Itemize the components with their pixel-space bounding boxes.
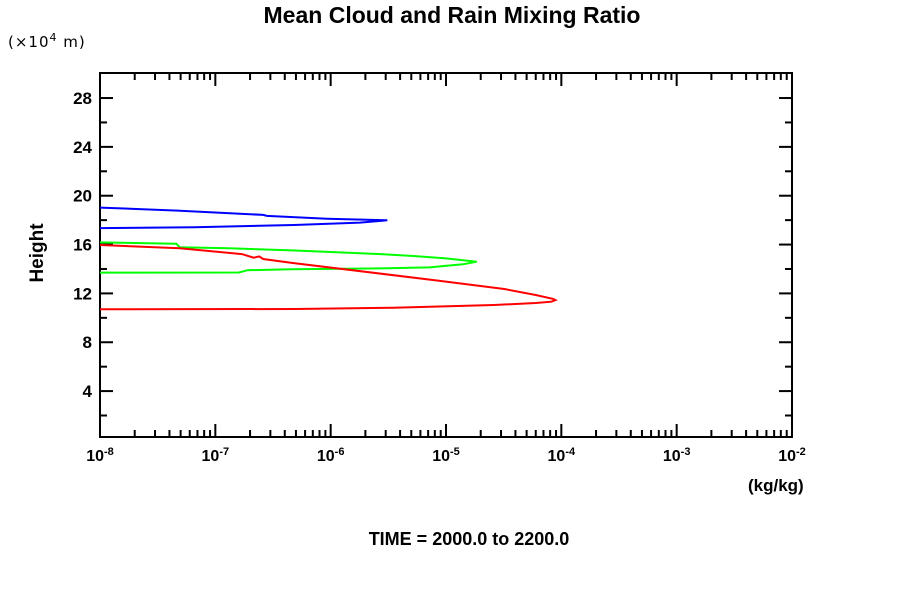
x-tick-label: 10-3 xyxy=(663,446,691,465)
chart-title: Mean Cloud and Rain Mixing Ratio xyxy=(263,2,641,28)
x-tick-label: 10-4 xyxy=(548,446,576,465)
y-tick-label: 8 xyxy=(83,333,92,352)
y-unit-prefix: (×10 xyxy=(8,33,50,51)
y-tick-label: 16 xyxy=(73,236,92,255)
series-green-curve xyxy=(99,241,477,274)
x-tick-label: 10-2 xyxy=(778,446,806,465)
plot-frame xyxy=(99,72,793,438)
y-unit-exponent: 4 xyxy=(49,31,58,44)
x-tick-label: 10-7 xyxy=(202,446,230,465)
x-tick-label: 10-8 xyxy=(86,446,114,465)
y-tick-label: 4 xyxy=(83,382,93,401)
x-tick-label: 10-5 xyxy=(432,446,460,465)
y-tick-label: 24 xyxy=(73,138,92,157)
y-unit-suffix: m) xyxy=(57,33,86,51)
y-tick-label: 28 xyxy=(73,89,92,108)
series-blue-curve xyxy=(99,206,388,230)
x-axis-unit-label: (kg/kg) xyxy=(748,476,804,495)
time-annotation: TIME = 2000.0 to 2200.0 xyxy=(368,529,570,549)
y-tick-label: 20 xyxy=(73,187,92,206)
series-red-curve xyxy=(99,244,558,311)
x-tick-label: 10-6 xyxy=(317,446,345,465)
y-tick-label: 12 xyxy=(73,284,92,303)
y-axis-unit-label: (×104 m) xyxy=(8,31,86,51)
